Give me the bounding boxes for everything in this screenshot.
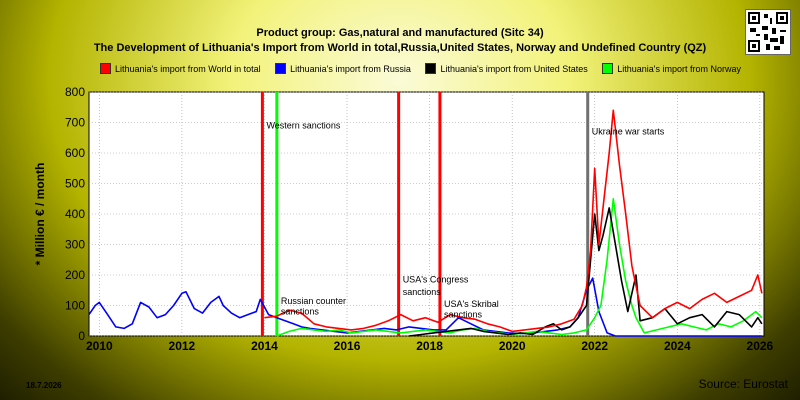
annotation: USA's Skribal (444, 299, 499, 309)
annotation: sanctions (281, 307, 320, 317)
y-tick-label: 800 (65, 85, 85, 99)
x-tick-label: 2026 (747, 339, 774, 353)
vertical-markers (260, 92, 590, 336)
annotation: Western sanctions (266, 121, 340, 131)
x-tick-label: 2010 (86, 339, 113, 353)
legend-label: Lithuania's import from Russia (290, 64, 411, 74)
y-tick-label: 300 (65, 238, 85, 252)
legend-item-russia: Lithuania's import from Russia (275, 63, 411, 74)
annotation: Ukraine war starts (592, 127, 665, 137)
qr-code-icon (745, 9, 791, 55)
y-tick-label: 400 (65, 207, 85, 221)
y-tick-label: 100 (65, 299, 85, 313)
legend-swatch (425, 63, 437, 74)
series-line (264, 109, 763, 333)
legend-item-norway: Lithuania's import from Norway (602, 63, 741, 74)
legend-item-united-states: Lithuania's import from United States (425, 63, 588, 74)
chart-title: Product group: Gas,natural and manufactu… (256, 27, 544, 39)
x-tick-label: 2024 (664, 339, 691, 353)
y-tick-label: 500 (65, 177, 85, 191)
annotation: USA's Congress (403, 275, 469, 285)
y-axis-label: * Million € / month (33, 163, 47, 266)
legend-label: Lithuania's import from United States (440, 64, 588, 74)
source-label: Source: Eurostat (698, 377, 788, 391)
legend-swatch (100, 63, 111, 74)
annotation: sanctions (403, 287, 442, 297)
x-tick-label: 2018 (416, 339, 443, 353)
x-tick-label: 2014 (251, 339, 278, 353)
x-tick-label: 2016 (334, 339, 361, 353)
y-tick-label: 200 (65, 268, 85, 282)
chart-titles: Product group: Gas,natural and manufactu… (0, 26, 800, 56)
annotation: Russian counter (281, 296, 346, 306)
legend-swatch (275, 63, 287, 74)
annotation: sanctions (444, 310, 483, 320)
legend-label: Lithuania's import from World in total (115, 64, 261, 74)
x-tick-label: 2020 (499, 339, 526, 353)
y-tick-label: 600 (65, 146, 85, 160)
series-line (276, 198, 763, 337)
date-label: 18.7.2026 (26, 381, 62, 390)
chart-subtitle: The Development of Lithuania's Import fr… (93, 42, 707, 54)
y-tick-label: 700 (65, 116, 85, 130)
y-tick-label: 0 (78, 329, 85, 343)
x-tick-label: 2012 (169, 339, 196, 353)
plot-area (88, 91, 765, 337)
x-tick-label: 2022 (581, 339, 608, 353)
legend-item-world: Lithuania's import from World in total (100, 63, 261, 74)
legend-label: Lithuania's import from Norway (617, 64, 742, 74)
series-lines (88, 109, 763, 337)
legend: Lithuania's import from World in total L… (100, 63, 753, 74)
series-line (408, 207, 763, 337)
legend-swatch (602, 63, 614, 74)
